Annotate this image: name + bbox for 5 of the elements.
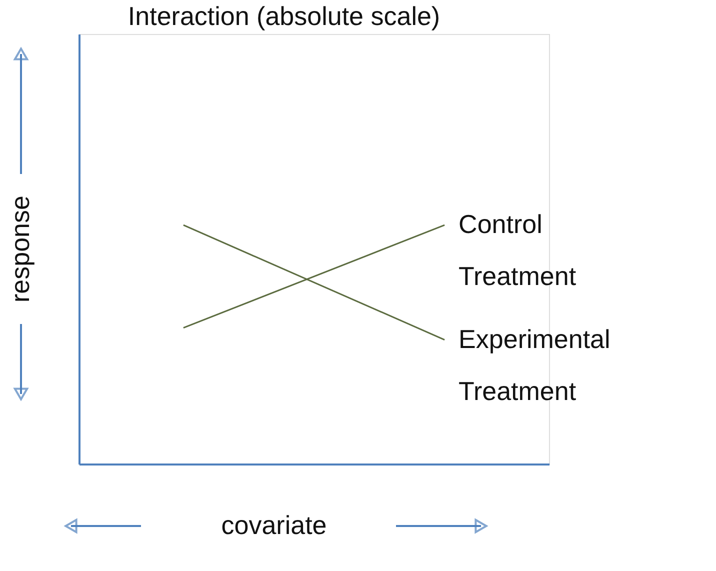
chart-title: Interaction (absolute scale) — [128, 1, 440, 31]
y-axis-title: response — [5, 196, 35, 302]
series-label: Experimental Treatment — [458, 324, 610, 406]
series-label: Control Treatment — [458, 209, 577, 292]
x-axis-title: covariate — [221, 510, 327, 540]
